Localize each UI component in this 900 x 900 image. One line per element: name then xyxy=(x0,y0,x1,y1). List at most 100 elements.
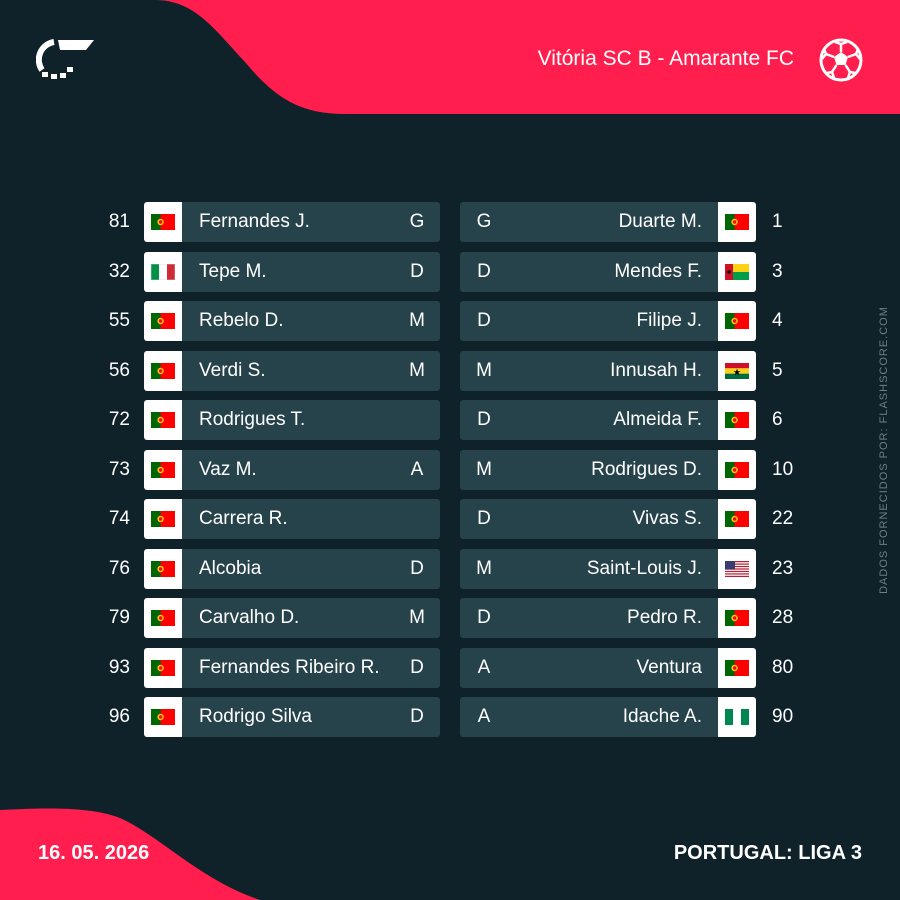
match-date: 16. 05. 2026 xyxy=(38,842,150,864)
player-name: Pedro R. xyxy=(627,607,702,628)
portugal-flag-icon xyxy=(725,659,749,676)
nationality-flag xyxy=(144,400,182,440)
player-bar: Tepe M. D xyxy=(182,251,440,292)
player-bar: Almeida F. D xyxy=(460,400,718,440)
footer-banner xyxy=(0,808,260,900)
shirt-number: 72 xyxy=(108,409,130,430)
home-player-row: 72 Rodrigues T. xyxy=(0,400,900,440)
away-player-row: 80 Ventura A xyxy=(0,647,900,688)
player-bar: Vivas S. D xyxy=(460,499,718,539)
player-position: M xyxy=(409,359,425,381)
portugal-flag-icon xyxy=(725,511,749,527)
player-name: Tepe M. xyxy=(199,260,267,282)
home-player-row: 81 Fernandes J. G xyxy=(0,202,900,242)
guinea-bissau-flag-icon xyxy=(725,263,749,280)
player-position: D xyxy=(477,409,491,430)
home-player-row: 32 Tepe M. D xyxy=(0,251,900,292)
player-name: Rodrigo Silva xyxy=(199,706,312,727)
player-bar: Rodrigues D. M xyxy=(460,449,718,490)
portugal-flag-icon xyxy=(151,412,175,428)
player-name: Rodrigues T. xyxy=(199,409,306,430)
home-player-row: 96 Rodrigo Silva D xyxy=(0,697,900,737)
shirt-number: 1 xyxy=(772,211,783,232)
player-bar: Pedro R. D xyxy=(460,598,718,638)
player-name: Duarte M. xyxy=(618,211,702,232)
nationality-flag xyxy=(144,647,182,688)
shirt-number: 22 xyxy=(772,508,794,529)
player-name: Filipe J. xyxy=(636,310,702,331)
shirt-number: 93 xyxy=(108,656,130,678)
nationality-flag xyxy=(144,697,182,737)
header-banner xyxy=(0,0,900,114)
nationality-flag xyxy=(144,350,182,391)
shirt-number: 5 xyxy=(772,359,783,381)
nationality-flag xyxy=(144,548,182,589)
player-name: Almeida F. xyxy=(613,409,702,430)
away-player-row: 1 Duarte M. G xyxy=(0,202,900,242)
nationality-flag xyxy=(718,400,756,440)
player-bar: Innusah H. M xyxy=(460,350,718,391)
player-bar: Filipe J. D xyxy=(460,301,718,341)
nationality-flag xyxy=(718,647,756,688)
flashscore-logo-icon xyxy=(36,39,94,79)
shirt-number: 56 xyxy=(108,359,130,381)
away-player-row: 4 Filipe J. D xyxy=(0,301,900,341)
nationality-flag xyxy=(144,449,182,490)
shirt-number: 32 xyxy=(108,260,130,282)
player-bar: Carrera R. xyxy=(182,499,440,539)
player-position: M xyxy=(476,557,492,579)
shirt-number: 4 xyxy=(772,310,783,331)
player-name: Fernandes J. xyxy=(199,211,310,232)
player-name: Verdi S. xyxy=(199,359,266,381)
portugal-flag-icon xyxy=(151,362,175,379)
nationality-flag xyxy=(718,598,756,638)
shirt-number: 3 xyxy=(772,260,783,282)
away-player-row: 3 Mendes F. D xyxy=(0,251,900,292)
player-position: D xyxy=(410,706,424,727)
away-player-row: 5 Innusah H. M xyxy=(0,350,900,391)
nationality-flag xyxy=(718,697,756,737)
away-player-row: 6 Almeida F. D xyxy=(0,400,900,440)
home-player-row: 76 Alcobia D xyxy=(0,548,900,589)
shirt-number: 23 xyxy=(772,557,794,579)
nationality-flag xyxy=(718,350,756,391)
player-position: D xyxy=(477,607,491,628)
player-bar: Fernandes J. G xyxy=(182,202,440,242)
player-position: D xyxy=(477,310,491,331)
player-bar: Duarte M. G xyxy=(460,202,718,242)
portugal-flag-icon xyxy=(725,313,749,329)
football-icon xyxy=(819,38,863,82)
player-bar: Verdi S. M xyxy=(182,350,440,391)
player-name: Vivas S. xyxy=(632,508,702,529)
player-position: D xyxy=(477,508,491,529)
ghana-flag-icon xyxy=(725,362,749,379)
nationality-flag xyxy=(718,449,756,490)
nationality-flag xyxy=(718,202,756,242)
nationality-flag xyxy=(718,301,756,341)
portugal-flag-icon xyxy=(151,214,175,230)
player-position: G xyxy=(409,211,425,232)
portugal-flag-icon xyxy=(725,214,749,230)
shirt-number: 28 xyxy=(772,607,794,628)
player-bar: Rebelo D. M xyxy=(182,301,440,341)
away-player-row: 90 Idache A. A xyxy=(0,697,900,737)
player-name: Ventura xyxy=(636,656,703,678)
player-position: M xyxy=(409,607,425,628)
portugal-flag-icon xyxy=(151,659,175,676)
home-player-row: 93 Fernandes Ribeiro R. D xyxy=(0,647,900,688)
shirt-number: 73 xyxy=(108,458,130,480)
competition-name: PORTUGAL: LIGA 3 xyxy=(673,842,862,864)
portugal-flag-icon xyxy=(151,313,175,329)
player-name: Rodrigues D. xyxy=(591,458,702,480)
shirt-number: 90 xyxy=(772,706,794,727)
player-name: Carrera R. xyxy=(199,508,288,529)
portugal-flag-icon xyxy=(725,412,749,428)
player-position: M xyxy=(409,310,425,331)
player-bar: Saint-Louis J. M xyxy=(460,548,718,589)
player-position: A xyxy=(410,458,424,480)
away-player-row: 10 Rodrigues D. M xyxy=(0,449,900,490)
player-bar: Fernandes Ribeiro R. D xyxy=(182,647,440,688)
player-name: Alcobia xyxy=(199,557,262,579)
nationality-flag xyxy=(718,499,756,539)
player-position: D xyxy=(477,260,491,282)
